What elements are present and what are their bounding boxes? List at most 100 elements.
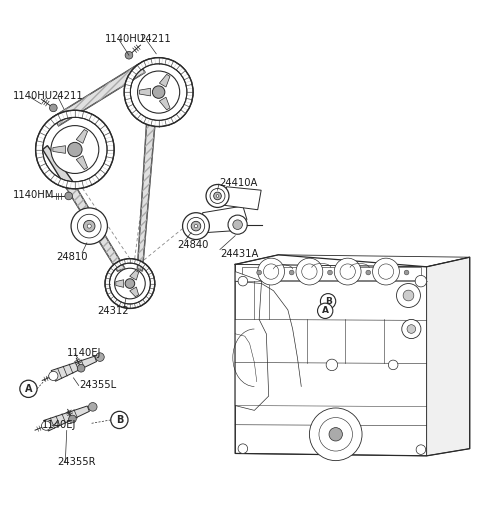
Circle shape [310, 408, 362, 461]
Polygon shape [51, 356, 96, 381]
Polygon shape [53, 146, 66, 154]
Circle shape [88, 402, 97, 411]
Circle shape [238, 444, 248, 453]
Circle shape [340, 264, 355, 279]
Circle shape [327, 270, 332, 275]
Circle shape [416, 445, 426, 454]
Polygon shape [139, 88, 151, 96]
Polygon shape [235, 271, 269, 410]
Wedge shape [124, 58, 193, 127]
Circle shape [182, 213, 209, 239]
Circle shape [138, 71, 180, 113]
Text: 24431A: 24431A [220, 248, 258, 259]
Polygon shape [63, 182, 125, 271]
Circle shape [289, 270, 294, 275]
Polygon shape [137, 122, 155, 271]
Text: 24211: 24211 [51, 91, 83, 101]
Polygon shape [203, 206, 247, 233]
Polygon shape [159, 97, 170, 110]
Circle shape [51, 126, 99, 173]
Wedge shape [36, 110, 114, 189]
Text: 24312: 24312 [97, 306, 129, 316]
Circle shape [96, 353, 104, 362]
Text: 1140EJ: 1140EJ [42, 420, 76, 430]
Text: 1140HM: 1140HM [12, 190, 54, 200]
Circle shape [206, 184, 229, 208]
Text: 24840: 24840 [177, 240, 208, 250]
Circle shape [403, 290, 414, 301]
Text: 24355R: 24355R [57, 457, 96, 467]
Circle shape [318, 303, 333, 319]
Text: B: B [324, 297, 332, 305]
Circle shape [71, 208, 108, 244]
Circle shape [214, 192, 221, 200]
Circle shape [42, 421, 51, 430]
Circle shape [115, 268, 145, 299]
Circle shape [233, 220, 242, 230]
Polygon shape [130, 270, 139, 280]
Circle shape [407, 325, 416, 333]
Text: 1140HU: 1140HU [12, 91, 53, 101]
Circle shape [415, 276, 427, 287]
Circle shape [334, 258, 361, 285]
Circle shape [77, 364, 85, 372]
Text: B: B [116, 415, 123, 425]
Text: 24355L: 24355L [80, 380, 117, 390]
Circle shape [125, 279, 135, 288]
Circle shape [65, 192, 72, 200]
Circle shape [87, 224, 91, 228]
Circle shape [125, 51, 133, 59]
Circle shape [69, 415, 76, 423]
Wedge shape [105, 259, 155, 309]
Circle shape [257, 270, 262, 275]
Text: 24211: 24211 [140, 34, 171, 44]
Circle shape [210, 189, 225, 203]
Circle shape [153, 86, 165, 99]
Circle shape [49, 372, 58, 380]
Polygon shape [235, 255, 470, 267]
Polygon shape [242, 267, 421, 280]
Circle shape [77, 214, 101, 238]
Circle shape [68, 143, 82, 157]
Circle shape [191, 221, 201, 231]
Text: 1140EJ: 1140EJ [67, 348, 101, 358]
Circle shape [216, 194, 219, 198]
Circle shape [378, 264, 394, 279]
Circle shape [296, 258, 323, 285]
Text: A: A [322, 307, 329, 315]
Polygon shape [130, 287, 139, 297]
Polygon shape [43, 146, 73, 183]
Circle shape [194, 224, 198, 228]
Circle shape [228, 215, 247, 234]
Text: 1140HU: 1140HU [105, 34, 145, 44]
Circle shape [402, 320, 421, 339]
Circle shape [258, 258, 285, 285]
Text: 24810: 24810 [56, 253, 87, 263]
Circle shape [404, 270, 409, 275]
Polygon shape [235, 265, 427, 456]
Circle shape [321, 293, 336, 309]
Circle shape [319, 418, 352, 451]
Circle shape [302, 264, 317, 279]
Text: A: A [24, 384, 32, 394]
Polygon shape [116, 280, 124, 287]
Circle shape [187, 217, 204, 235]
Polygon shape [44, 406, 89, 431]
Circle shape [388, 360, 398, 370]
Circle shape [84, 221, 95, 232]
Circle shape [264, 264, 279, 279]
Polygon shape [223, 187, 261, 210]
Polygon shape [76, 129, 87, 144]
Polygon shape [159, 74, 170, 87]
Text: 24410A: 24410A [219, 178, 257, 188]
Circle shape [49, 104, 57, 112]
Polygon shape [53, 64, 145, 126]
Circle shape [396, 283, 420, 308]
Circle shape [238, 276, 248, 286]
Polygon shape [427, 257, 470, 456]
Polygon shape [76, 156, 87, 170]
Circle shape [329, 428, 342, 441]
Circle shape [366, 270, 371, 275]
Circle shape [326, 359, 337, 370]
Circle shape [372, 258, 399, 285]
